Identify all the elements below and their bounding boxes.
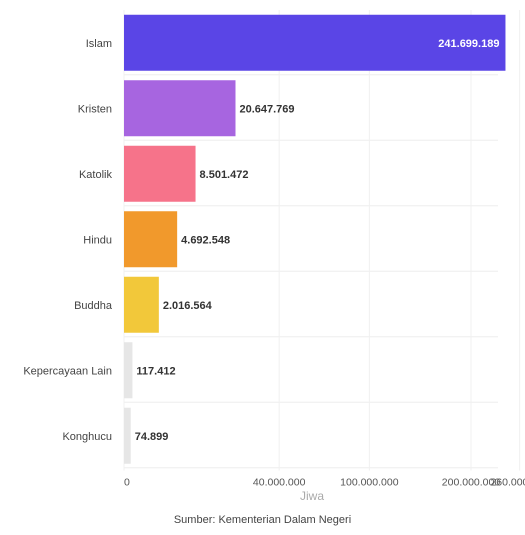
x-tick-layer: 0 40.000.000 100.000.000 200.000.000260.000… (124, 477, 525, 489)
value-label: 2.016.564 (163, 300, 213, 312)
x-axis-title: Jiwa (300, 489, 324, 503)
category-label: Kepercayaan Lain (23, 365, 112, 377)
grid-layer (123, 10, 521, 471)
value-label: 20.647.769 (239, 103, 294, 115)
value-label: 117.412 (136, 365, 175, 377)
bar-buddha (124, 276, 159, 333)
value-label: 4.692.548 (181, 234, 230, 246)
value-label: 8.501.472 (200, 169, 249, 181)
bar-hindu (124, 211, 178, 268)
category-label: Kristen (78, 103, 112, 115)
x-tick-label: 200.000.000 (442, 477, 501, 489)
value-label: 74.899 (135, 431, 169, 443)
category-label: Hindu (83, 234, 112, 246)
x-tick-label: 100.000.000 (340, 477, 399, 489)
category-label-layer: Islam Kristen Katolik Hindu Buddha Kepercayaa… (23, 38, 113, 443)
bar-katolik (124, 145, 196, 202)
bar-kepercayaan-lain (124, 342, 133, 399)
category-label: Konghucu (62, 431, 112, 443)
category-label: Islam (86, 38, 112, 50)
category-label: Buddha (74, 300, 113, 312)
source-note: Sumber: Kementerian Dalam Negeri (173, 514, 352, 526)
category-label: Katolik (79, 169, 113, 181)
bar-kristen (124, 80, 236, 137)
x-tick-label: 40.000.000 (253, 477, 306, 489)
x-tick-label: 260.000.000 (490, 477, 525, 489)
value-label: 241.699.189 (438, 38, 499, 50)
x-tick-label: 0 (124, 477, 130, 489)
value-label-layer: 241.699.189 20.647.769 8.501.472 4.692.548 2… (135, 38, 500, 443)
bar-konghucu (124, 407, 131, 464)
bar-layer (124, 14, 506, 464)
bar-islam (124, 14, 506, 71)
